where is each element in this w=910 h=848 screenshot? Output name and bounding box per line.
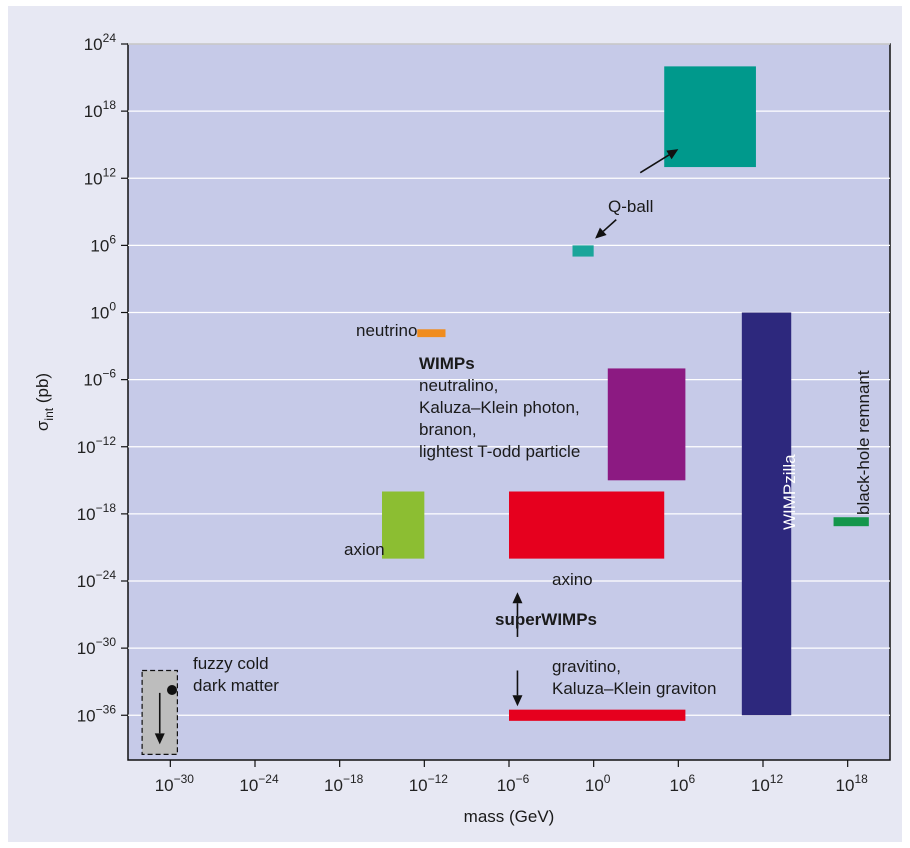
x-tick-label: 1018 [836, 772, 869, 795]
axino-region [509, 491, 665, 559]
annotation-arrows [154, 149, 679, 745]
fuzzy-down-arrow [154, 692, 165, 745]
x-tick-label: 1012 [751, 772, 784, 795]
q-ball-label: Q-ball [608, 197, 653, 216]
q-ball-down-arrow [595, 219, 617, 239]
fuzzy-dark-matter-label: fuzzy cold dark matter [193, 654, 279, 695]
x-tick-label: 100 [585, 772, 611, 795]
black-hole-remnant-label: black-hole remnant [854, 370, 873, 515]
candidate-regions [141, 66, 869, 756]
y-tick-label: 1012 [84, 165, 117, 188]
superwimps-down-arrow [512, 670, 523, 707]
x-tick-label: 106 [670, 772, 696, 795]
gravitino-region [509, 709, 686, 721]
x-tick-label: 10−6 [497, 772, 530, 795]
q-ball-up-arrow [639, 149, 679, 174]
wimps-label: WIMPs neutralino, Kaluza–Klein photon, b… [419, 354, 584, 461]
y-tick-label: 1018 [84, 98, 117, 121]
superwimps-up-arrow [512, 592, 523, 637]
wimpzilla-region [741, 312, 792, 716]
fuzzy-dark-matter-point [167, 685, 177, 695]
axion-label: axion [344, 540, 385, 559]
x-axis-label: mass (GeV) [464, 807, 555, 826]
x-tick-label: 10−30 [155, 772, 195, 795]
x-axis-ticks: 10−30 10−24 10−18 10−12 10−6 100 106 1012 1018 [155, 760, 868, 795]
black-hole-remnant-region [833, 517, 869, 527]
y-tick-label: 10−30 [77, 635, 117, 658]
q-ball-small-region [572, 245, 594, 257]
y-tick-label: 100 [90, 300, 116, 323]
y-tick-label: 10−24 [77, 568, 117, 591]
y-tick-label: 10−12 [77, 434, 117, 457]
x-tick-label: 10−12 [409, 772, 449, 795]
x-tick-label: 10−18 [324, 772, 364, 795]
wimpzilla-label: WIMPzilla [780, 454, 799, 530]
y-axis-label: σint (pb) [33, 373, 56, 431]
gravitino-label: gravitino, Kaluza–Klein graviton [552, 657, 716, 698]
wimps-region [607, 368, 686, 481]
neutrino-label: neutrino [356, 321, 417, 340]
x-tick-label: 10−24 [239, 772, 279, 795]
y-tick-label: 106 [90, 232, 116, 255]
y-tick-label: 1024 [84, 31, 117, 54]
y-tick-label: 10−18 [77, 501, 117, 524]
axion-region [382, 491, 425, 559]
axino-label: axino [552, 570, 593, 589]
q-ball-large-region [664, 66, 756, 168]
y-axis-ticks: 1024 1018 1012 106 100 10−6 10−12 10−18 10−24 10−… [77, 31, 128, 725]
neutrino-region [417, 329, 446, 338]
superwimps-label: superWIMPs [495, 610, 597, 629]
y-tick-label: 10−6 [83, 367, 116, 390]
y-tick-label: 10−36 [77, 702, 117, 725]
